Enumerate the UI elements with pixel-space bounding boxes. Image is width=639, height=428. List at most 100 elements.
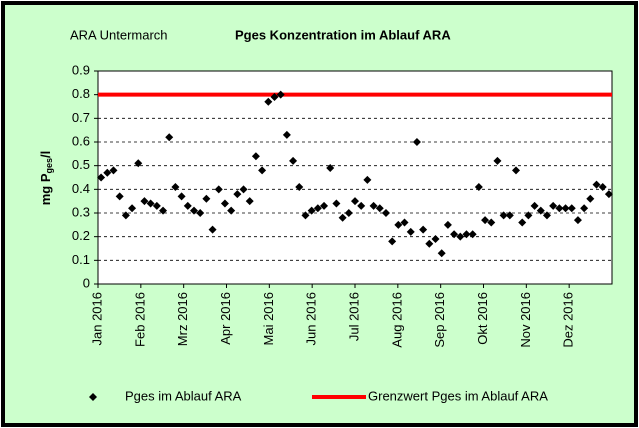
point xyxy=(239,185,248,194)
x-tick-label: Dez 2016 xyxy=(561,292,576,348)
point xyxy=(177,192,186,201)
point xyxy=(295,182,304,191)
y-tick-label: 0.4 xyxy=(72,181,90,196)
point xyxy=(462,230,471,239)
point xyxy=(598,182,607,191)
y-tick-label: 0.6 xyxy=(72,133,90,148)
point xyxy=(580,204,589,213)
y-label-part: /l xyxy=(38,151,53,158)
point xyxy=(270,93,279,102)
point xyxy=(530,201,539,210)
point xyxy=(189,206,198,215)
point xyxy=(487,218,496,227)
point xyxy=(196,209,205,217)
x-tick-label: Apr 2016 xyxy=(218,292,233,345)
point xyxy=(159,206,168,215)
x-tick-label: Jan 2016 xyxy=(89,292,104,346)
x-tick-label: Aug 2016 xyxy=(389,292,404,348)
y-tick-label: 0 xyxy=(83,275,90,290)
point xyxy=(289,156,298,165)
point xyxy=(481,216,490,225)
point xyxy=(338,213,347,222)
point xyxy=(313,204,322,213)
y-label-sub: ges xyxy=(44,158,54,174)
point xyxy=(307,206,316,215)
point xyxy=(542,211,551,220)
y-tick-label: 0.5 xyxy=(72,157,90,172)
point xyxy=(388,237,397,246)
point xyxy=(505,211,514,220)
y-tick-label: 0.9 xyxy=(72,62,90,77)
point xyxy=(381,209,390,217)
point xyxy=(512,166,521,175)
point xyxy=(146,199,155,208)
point xyxy=(183,201,192,210)
point xyxy=(425,239,434,248)
point xyxy=(233,190,242,199)
point xyxy=(536,206,545,215)
point xyxy=(586,194,595,203)
x-tick-label: Feb 2016 xyxy=(132,292,147,347)
point xyxy=(375,204,384,213)
point xyxy=(171,182,180,191)
point xyxy=(474,182,483,191)
point xyxy=(549,201,558,210)
x-tick-label: Okt 2016 xyxy=(475,292,490,345)
point xyxy=(320,201,329,210)
point xyxy=(369,201,378,210)
point xyxy=(363,175,372,184)
point xyxy=(220,199,229,208)
point xyxy=(103,168,112,177)
point xyxy=(443,220,452,229)
chart-title: Pges Konzentration im Ablauf ARA xyxy=(235,27,451,42)
legend-marker xyxy=(89,393,97,401)
point xyxy=(592,180,601,189)
point xyxy=(115,192,124,201)
point xyxy=(437,249,446,258)
x-tick-label: Mai 2016 xyxy=(261,292,276,345)
point xyxy=(165,133,174,142)
x-tick-label: Mrz 2016 xyxy=(175,292,190,346)
point xyxy=(351,197,359,206)
y-tick-label: 0.3 xyxy=(72,204,90,219)
x-tick-label: Jul 2016 xyxy=(346,292,361,341)
point xyxy=(109,166,118,175)
x-tick-label: Jun 2016 xyxy=(304,292,319,346)
point xyxy=(332,199,341,208)
y-label-part: mg P xyxy=(38,173,53,205)
point xyxy=(208,225,217,234)
point xyxy=(202,194,211,203)
point xyxy=(567,204,576,213)
point xyxy=(357,201,366,210)
point xyxy=(245,197,254,206)
point xyxy=(258,166,267,175)
point xyxy=(128,204,137,213)
point xyxy=(499,211,508,220)
point xyxy=(406,227,415,236)
point xyxy=(561,204,570,213)
point xyxy=(152,201,161,210)
point xyxy=(344,209,353,217)
point xyxy=(450,230,459,239)
y-tick-label: 0.2 xyxy=(72,228,90,243)
point xyxy=(419,225,428,234)
point xyxy=(604,190,613,199)
point xyxy=(394,220,403,229)
point xyxy=(573,216,582,225)
point xyxy=(121,211,130,220)
legend-label: Pges im Ablauf ARA xyxy=(125,388,242,403)
point xyxy=(412,138,421,146)
y-tick-label: 0.8 xyxy=(72,86,90,101)
point xyxy=(326,164,335,173)
y-axis-label: mg Pges/l xyxy=(38,151,54,206)
point xyxy=(456,232,465,241)
point xyxy=(524,211,533,220)
point xyxy=(555,204,564,213)
point xyxy=(493,156,502,165)
point xyxy=(400,218,409,227)
point xyxy=(282,130,291,139)
y-tick-label: 0.1 xyxy=(72,252,90,267)
point xyxy=(227,206,236,215)
point xyxy=(134,159,143,168)
